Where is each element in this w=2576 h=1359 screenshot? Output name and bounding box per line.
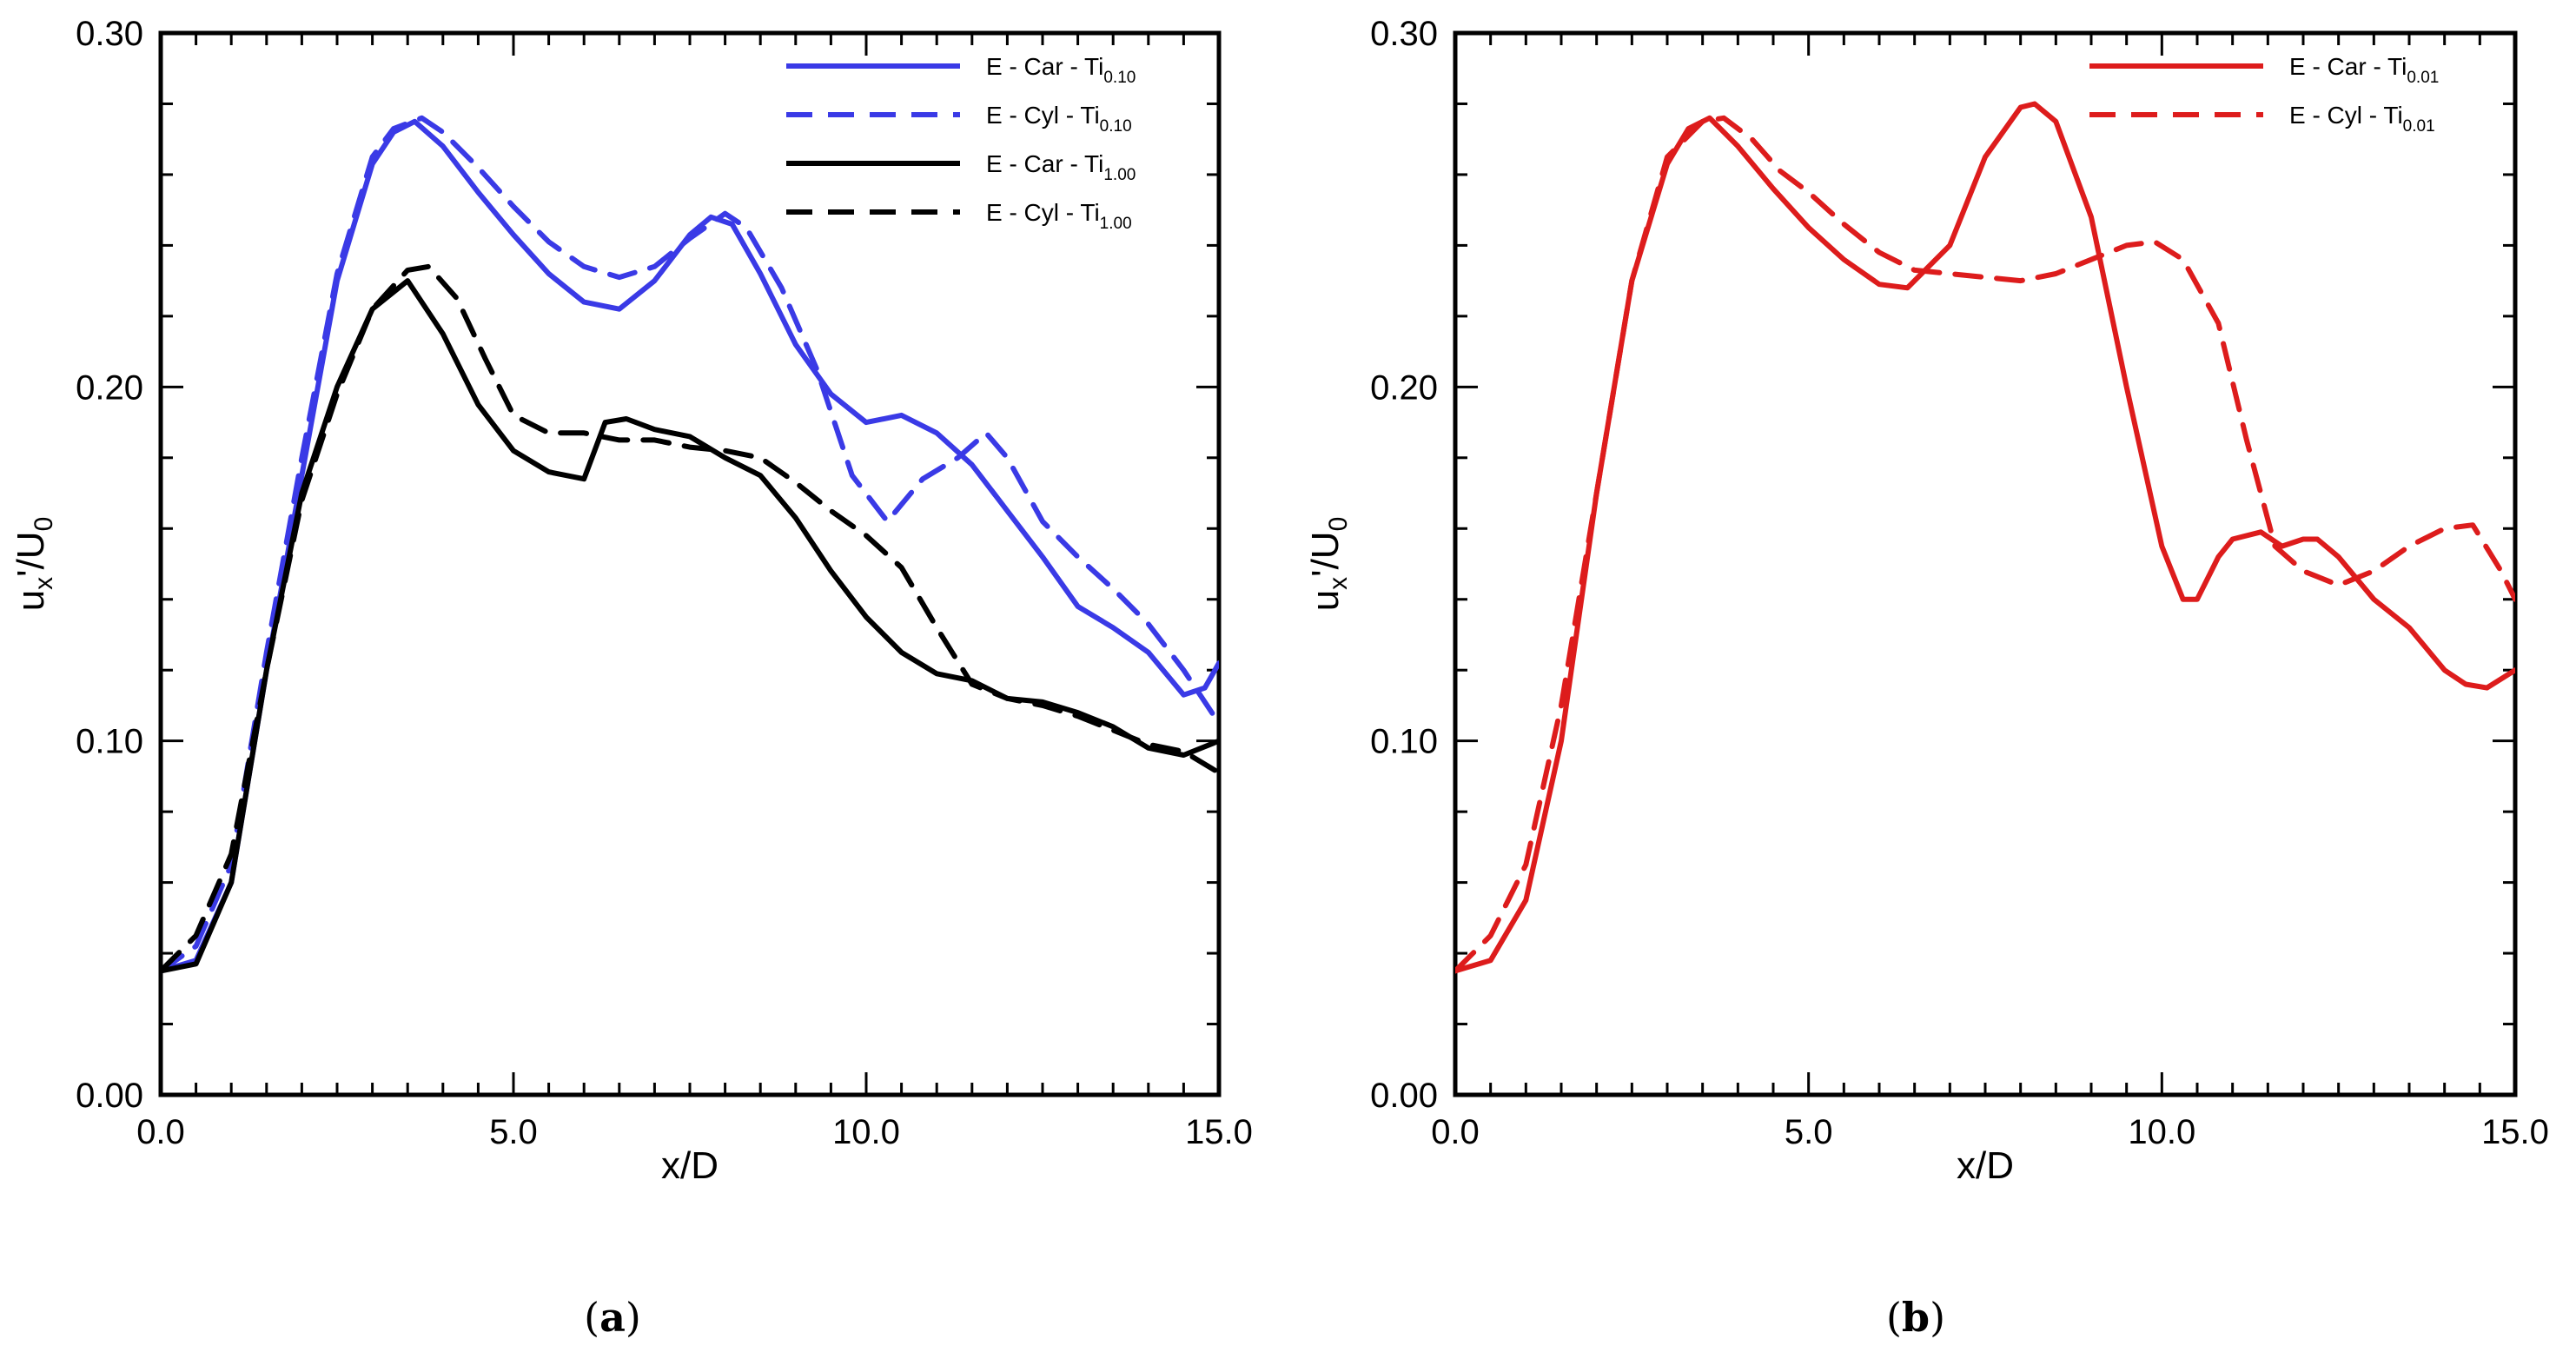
caption-paren-close: ) <box>626 1294 641 1341</box>
y-axis-title-part: u <box>1304 590 1347 611</box>
y-tick-label: 0.00 <box>76 1077 143 1115</box>
chart-panel-b: 0.0 5.0 10.0 15.0 0.00 0.10 0.20 0.30 x/D ux'/U0 E… <box>1304 15 2549 1341</box>
y-tick-label: 0.00 <box>1370 1077 1438 1115</box>
y-tick-label: 0.30 <box>1370 15 1438 53</box>
y-axis-title-part: 0 <box>30 517 58 532</box>
series-line-1 <box>1455 101 2515 974</box>
caption-paren-close: ) <box>1930 1294 1945 1341</box>
y-axis-title-part: '/U <box>1304 531 1347 576</box>
legend-label: E - Car - Ti1.00 <box>986 150 1136 184</box>
plot-frame <box>158 30 1222 1097</box>
panel-caption: (a) <box>584 1294 641 1341</box>
panel-caption: (b) <box>1886 1294 1945 1341</box>
y-tick-label: 0.20 <box>76 368 143 407</box>
legend-label: E - Cyl - Ti0.10 <box>986 102 1132 136</box>
legend-label-main: E - Car - Ti <box>986 53 1103 80</box>
legend-label-sub: 0.01 <box>2403 117 2435 136</box>
y-tick-label: 0.20 <box>1370 368 1438 407</box>
legend-label: E - Car - Ti0.01 <box>2289 53 2439 87</box>
y-tick-label: 0.10 <box>1370 723 1438 761</box>
legend-label-main: E - Car - Ti <box>986 150 1103 177</box>
x-tick-label: 0.0 <box>1431 1113 1480 1151</box>
legend-label: E - Cyl - Ti1.00 <box>986 199 1132 233</box>
x-tick-label: 10.0 <box>832 1113 900 1151</box>
caption-letter: b <box>1902 1294 1930 1341</box>
legend-label-main: E - Cyl - Ti <box>2289 102 2403 129</box>
x-axis-title: x/D <box>1957 1144 2014 1187</box>
y-axis-title-part: 0 <box>1324 517 1353 532</box>
x-tick-label: 10.0 <box>2128 1113 2195 1151</box>
legend-label-main: E - Cyl - Ti <box>986 199 1100 226</box>
chart-panel-a: 0.0 5.0 10.0 15.0 0.00 0.10 0.20 0.30 x/D ux'/U0 E… <box>10 15 1253 1341</box>
y-axis-title: ux'/U0 <box>10 517 58 612</box>
legend-label-main: E - Car - Ti <box>2289 53 2407 80</box>
legend-label-sub: 1.00 <box>1100 215 1132 233</box>
caption-paren-open: ( <box>1886 1294 1902 1341</box>
series-line-2 <box>161 115 1219 974</box>
legend-label-sub: 1.00 <box>1103 166 1136 184</box>
y-axis-title-part: x <box>30 577 58 590</box>
legend-label-sub: 0.01 <box>2407 69 2439 87</box>
y-axis-title-part: '/U <box>10 531 52 576</box>
x-tick-label: 0.0 <box>136 1113 185 1151</box>
x-tick-label: 15.0 <box>1185 1113 1253 1151</box>
legend-label: E - Cyl - Ti0.01 <box>2289 102 2435 136</box>
caption-paren-open: ( <box>584 1294 599 1341</box>
x-tick-label: 5.0 <box>1785 1113 1833 1151</box>
legend-label-sub: 0.10 <box>1100 117 1132 136</box>
series-line-2 <box>1455 115 2515 974</box>
y-axis-title-part: u <box>10 590 52 611</box>
x-tick-label: 15.0 <box>2481 1113 2549 1151</box>
series-line-4 <box>161 263 1219 974</box>
series-line-1 <box>161 118 1219 974</box>
legend-label: E - Car - Ti0.10 <box>986 53 1136 87</box>
caption-letter: a <box>599 1294 626 1341</box>
y-axis-title-part: x <box>1324 577 1353 590</box>
y-axis-title: ux'/U0 <box>1304 517 1353 612</box>
y-tick-label: 0.10 <box>76 723 143 761</box>
x-tick-label: 5.0 <box>489 1113 538 1151</box>
legend-label-main: E - Cyl - Ti <box>986 102 1100 129</box>
x-axis-title: x/D <box>661 1144 718 1187</box>
y-tick-label: 0.30 <box>76 15 143 53</box>
plot-frame <box>1453 30 2518 1097</box>
legend-label-sub: 0.10 <box>1103 69 1136 87</box>
